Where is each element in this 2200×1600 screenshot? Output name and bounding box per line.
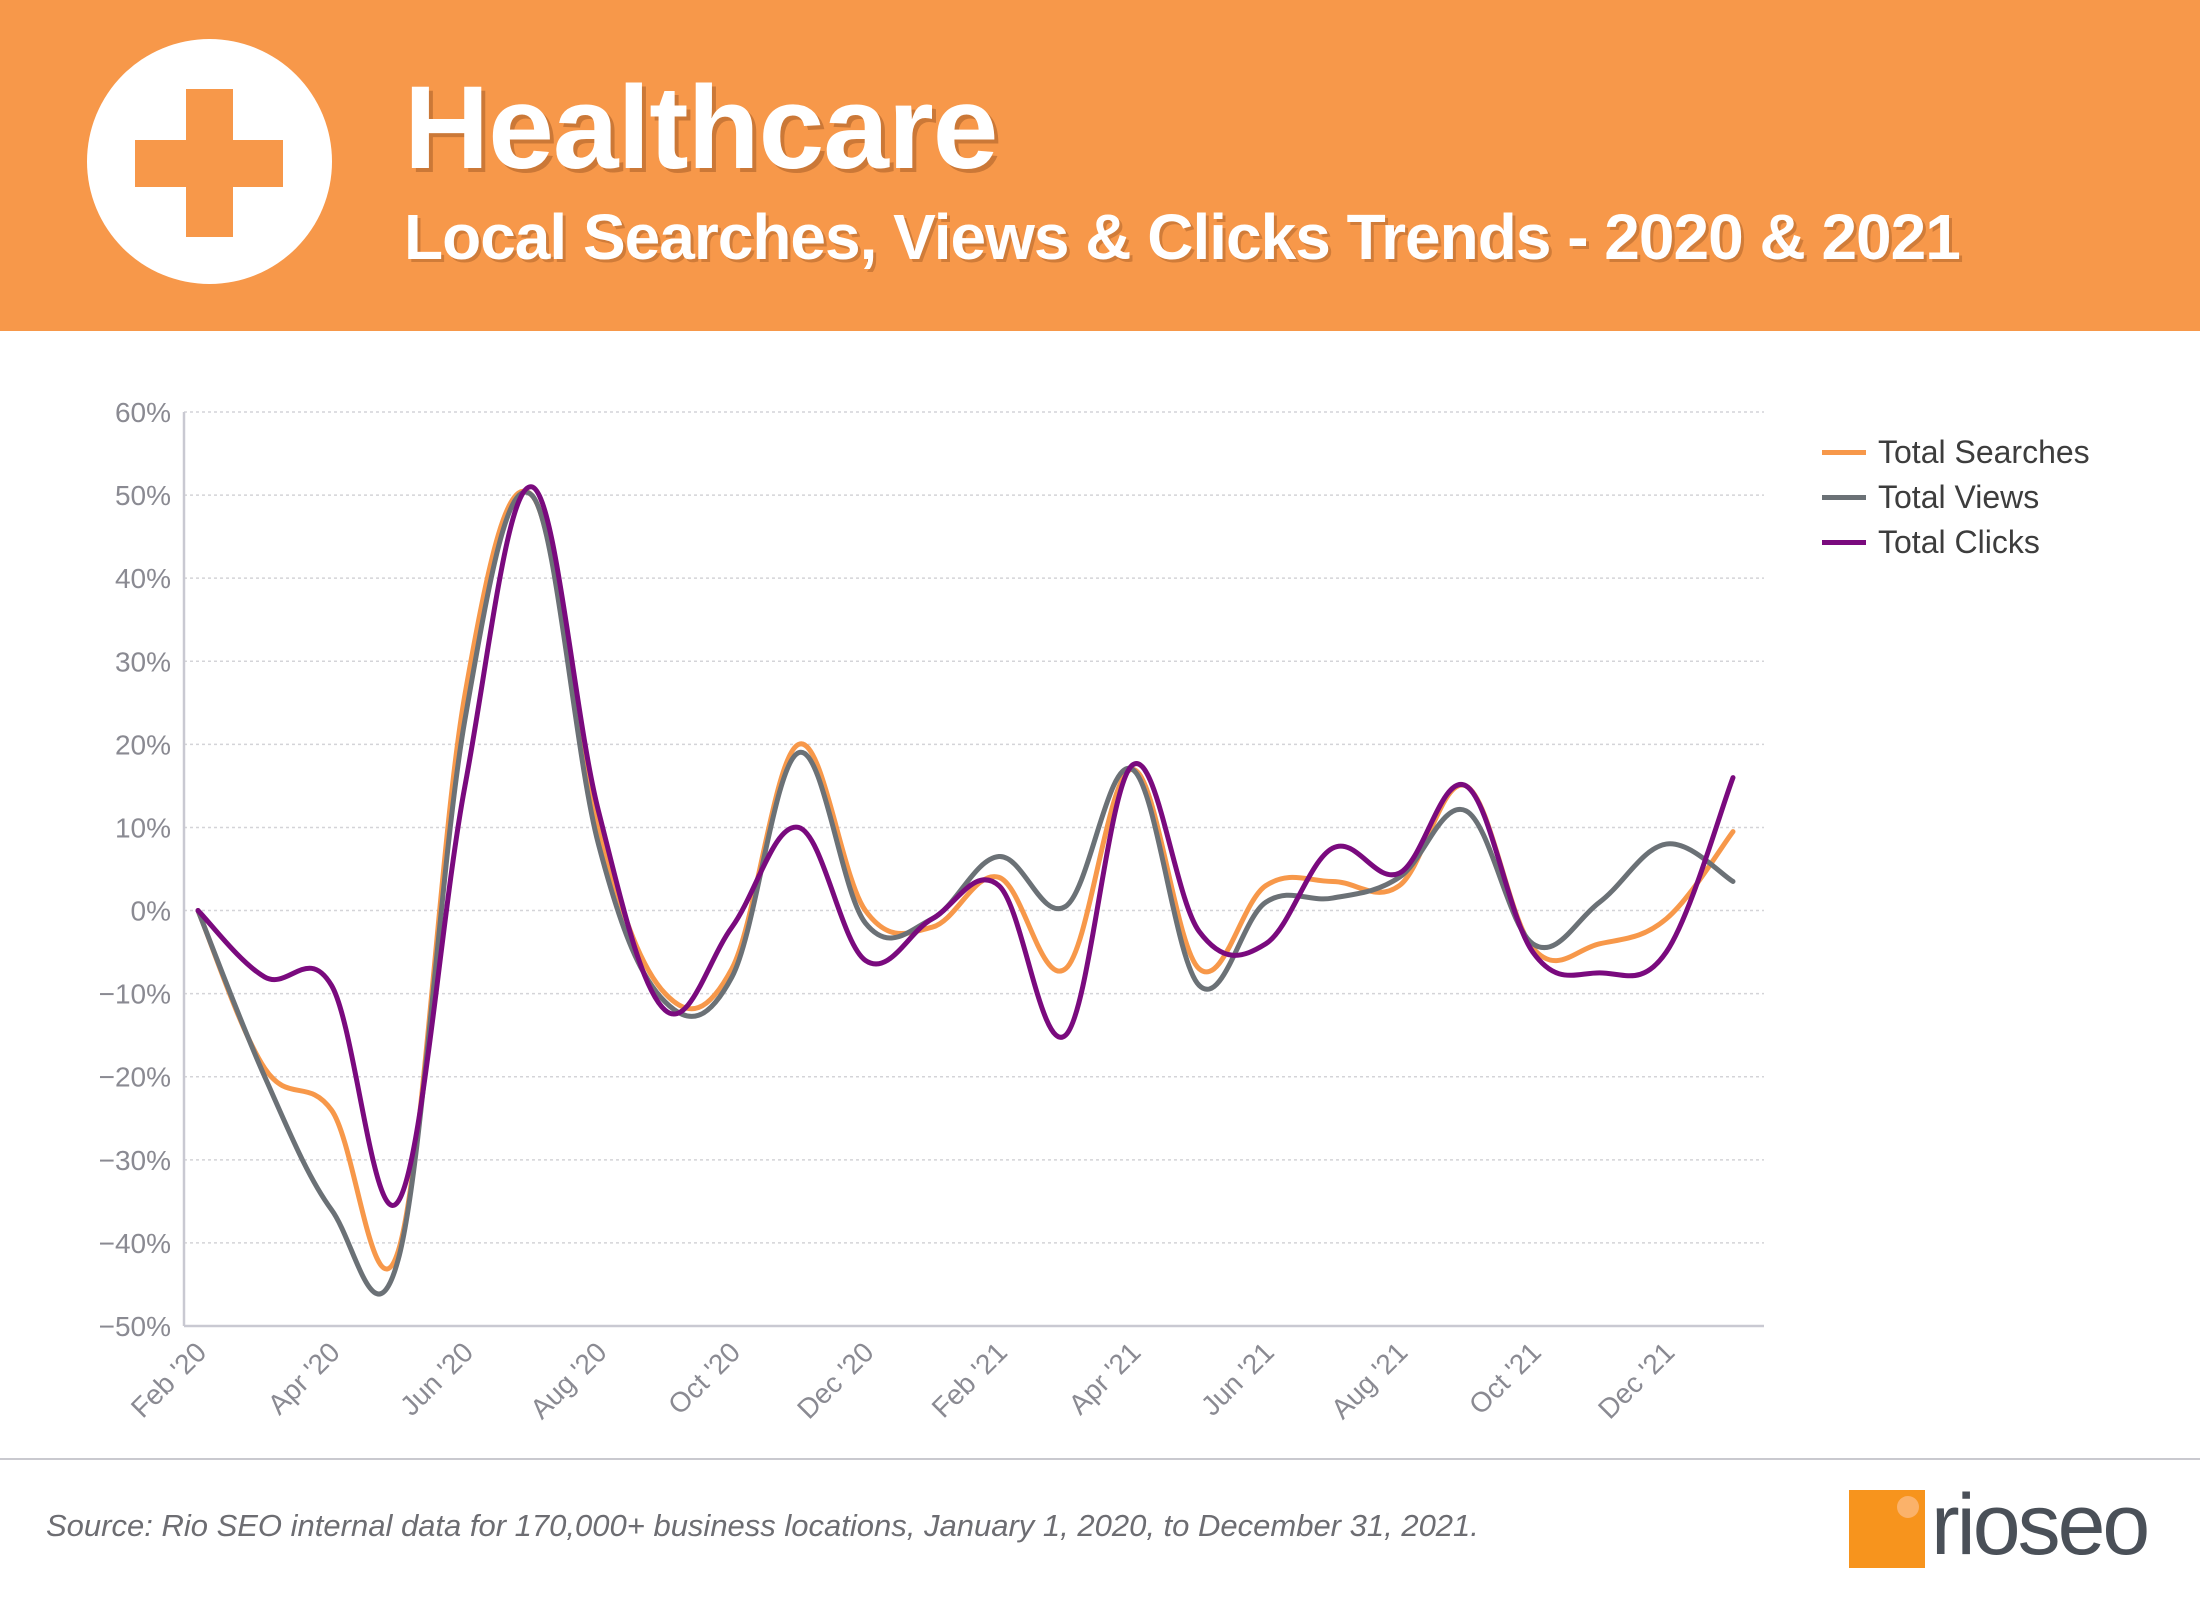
rioseo-logo: rioseo	[1849, 1477, 2169, 1573]
legend-item-searches: Total Searches	[1822, 430, 2090, 475]
y-tick-label: −50%	[99, 1311, 171, 1342]
y-tick-label: 50%	[115, 480, 171, 511]
y-tick-label: −20%	[99, 1062, 171, 1093]
x-tick-label: Apr '21	[1063, 1336, 1147, 1420]
medical-cross-icon	[87, 39, 332, 284]
source-note: Source: Rio SEO internal data for 170,00…	[46, 1508, 1479, 1543]
x-tick-label: Dec '21	[1592, 1336, 1680, 1424]
y-tick-label: −30%	[99, 1145, 171, 1176]
x-tick-label: Aug '20	[524, 1336, 612, 1424]
legend-swatch	[1822, 495, 1866, 500]
y-tick-label: −10%	[99, 979, 171, 1010]
y-tick-label: 20%	[115, 729, 171, 760]
x-tick-label: Dec '20	[791, 1336, 879, 1424]
y-tick-label: 0%	[131, 896, 171, 927]
y-tick-label: −40%	[99, 1228, 171, 1259]
y-tick-label: 30%	[115, 646, 171, 677]
y-tick-label: 60%	[115, 397, 171, 428]
legend-item-views: Total Views	[1822, 475, 2090, 520]
legend-swatch	[1822, 540, 1866, 545]
header-banner: Healthcare Local Searches, Views & Click…	[0, 0, 2200, 331]
x-tick-label: Apr '20	[262, 1336, 346, 1420]
x-tick-label: Feb '20	[125, 1336, 212, 1423]
x-tick-label: Jun '21	[1195, 1336, 1280, 1421]
y-tick-label: 10%	[115, 812, 171, 843]
legend: Total Searches Total Views Total Clicks	[1822, 430, 2090, 565]
x-tick-label: Feb '21	[926, 1336, 1013, 1423]
x-tick-label: Jun '20	[394, 1336, 479, 1421]
series-line-total-clicks	[195, 484, 1736, 1208]
page-title: Healthcare	[404, 62, 998, 194]
x-tick-label: Oct '20	[662, 1336, 746, 1420]
series-line-total-views	[195, 489, 1736, 1297]
x-tick-label: Aug '21	[1325, 1336, 1413, 1424]
footer-divider	[0, 1458, 2200, 1460]
page-subtitle: Local Searches, Views & Clicks Trends - …	[404, 201, 1961, 273]
legend-swatch	[1822, 450, 1866, 455]
line-chart: 60% 50% 40% 30% 20% 10% 0% −10% −20% −30% −40% −50%…	[99, 397, 1764, 1425]
legend-item-clicks: Total Clicks	[1822, 520, 2090, 565]
y-tick-label: 40%	[115, 563, 171, 594]
x-tick-label: Oct '21	[1463, 1336, 1547, 1420]
